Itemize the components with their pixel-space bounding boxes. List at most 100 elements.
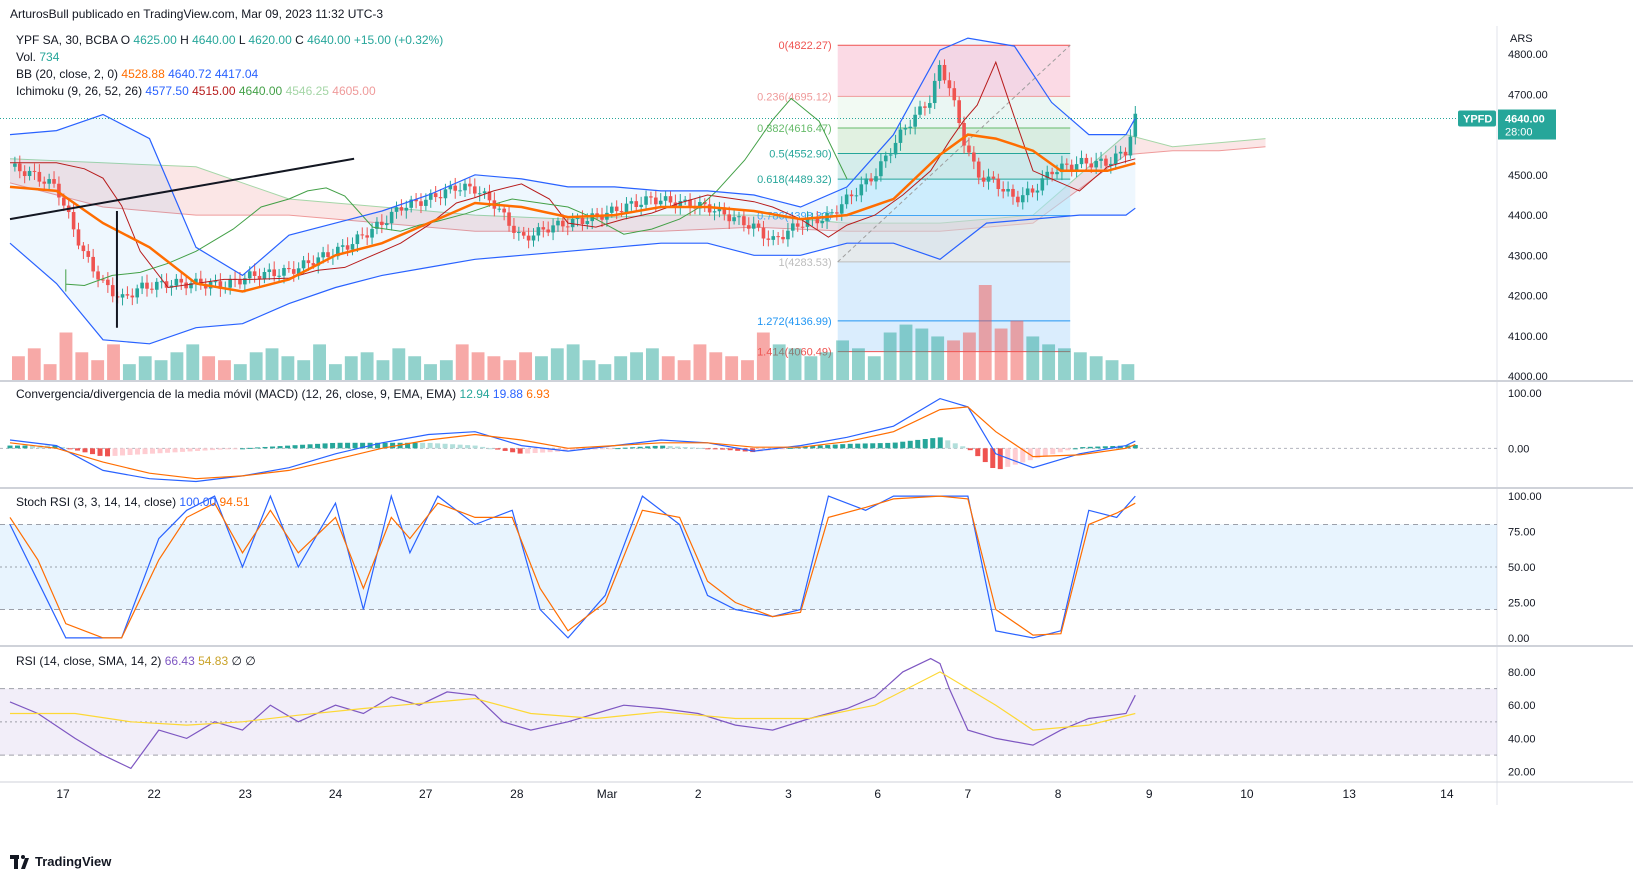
candle-body [1133, 113, 1138, 137]
candle-body [164, 281, 169, 288]
macd-pane[interactable] [0, 397, 1497, 483]
candle-body [864, 178, 869, 185]
price-axis-tick: 4300.00 [1508, 250, 1548, 262]
candle-body [1113, 153, 1118, 164]
candle-body [96, 271, 100, 280]
macd-histogram-bar [1095, 446, 1101, 449]
bollinger-basis [9, 133, 1136, 293]
macd-histogram-bar [570, 448, 576, 451]
ichimoku-kijun [10, 60, 1136, 289]
candle-body [345, 245, 350, 250]
candle-body [859, 184, 864, 196]
macd-histogram-bar [97, 448, 103, 456]
macd-histogram-bar [900, 441, 906, 449]
legend-symbol-part: +15.00 (+0.32%) [354, 33, 443, 47]
volume-bar [138, 356, 152, 380]
candle-body [614, 206, 619, 212]
time-axis-tick: 22 [147, 787, 161, 801]
legend-macd[interactable]: Convergencia/divergencia de la media móv… [16, 387, 550, 401]
legend-rsi[interactable]: RSI (14, close, SMA, 14, 2) 66.43 54.83 … [16, 654, 256, 668]
macd-histogram-bar [1020, 448, 1026, 463]
candle-body [375, 221, 379, 229]
volume-bar [360, 352, 374, 380]
chart-canvas[interactable]: 0(4822.27) 0.236(4695.12) 0.382(4616.47) 0.… [0, 0, 1633, 849]
candle-body [438, 197, 443, 199]
legend-symbol[interactable]: YPF SA, 30, BCBA O 4625.00 H 4640.00 L 4… [16, 33, 443, 47]
volume-bar [408, 356, 422, 380]
candle-body [932, 80, 937, 104]
candle-body [1050, 171, 1054, 175]
candle-body [746, 225, 751, 229]
volume-bar [867, 356, 881, 380]
volume-bar [630, 352, 643, 380]
candle-body [428, 193, 433, 200]
macd-histogram-bar [840, 444, 846, 449]
macd-histogram-bar [1072, 448, 1078, 450]
volume-bar [233, 364, 247, 380]
publication-text: ArturosBull publicado en TradingView.com… [10, 7, 384, 21]
macd-histogram-bar [855, 443, 861, 449]
symbol-badge[interactable] [1458, 110, 1496, 127]
candle-body [17, 163, 22, 172]
candle-body [257, 275, 262, 280]
legend-bollinger[interactable]: BB (20, close, 2, 0) 4528.88 4640.72 441… [16, 67, 259, 81]
candle-body [556, 220, 560, 226]
macd-histogram-bar [607, 448, 613, 450]
legend-ichimoku[interactable]: Ichimoku (9, 26, 52, 26) 4577.50 4515.00… [16, 84, 376, 98]
candle-body [218, 281, 223, 289]
volume-bar [107, 344, 120, 380]
fib-zone [837, 261, 1071, 321]
macd-histogram-bar [52, 445, 58, 449]
macd-histogram-bar [780, 448, 786, 450]
volume-bar [1042, 344, 1056, 380]
legend-volume[interactable]: Vol. 734 [16, 50, 60, 64]
volume-bar [725, 356, 739, 380]
candle-body [453, 185, 458, 191]
price-axis-tick: 4100.00 [1508, 331, 1548, 343]
price-pane[interactable]: 0(4822.27) 0.236(4695.12) 0.382(4616.47) 0.… [0, 37, 1497, 380]
candle-body [154, 281, 159, 290]
macd-histogram-bar [435, 443, 441, 449]
time-axis-tick: 24 [329, 787, 343, 801]
candle-body [991, 176, 996, 179]
price-axis-tick: 4800.00 [1508, 49, 1548, 61]
macd-histogram-bar [382, 442, 388, 449]
macd-histogram-bar [135, 448, 141, 455]
macd-histogram-bar [67, 448, 73, 450]
candle-body [761, 227, 766, 239]
legend-ichimoku-part: 4605.00 [332, 84, 376, 98]
candle-body [502, 208, 506, 213]
candle-body [986, 176, 991, 182]
candle-body [526, 235, 531, 241]
stoch-rsi-pane[interactable] [0, 493, 1497, 639]
macd-histogram-bar [592, 448, 598, 450]
tradingview-brand: TradingView [35, 854, 112, 869]
volume-bar [693, 344, 707, 380]
time-axis-tick: 28 [510, 787, 524, 801]
macd-histogram-bar [142, 448, 148, 455]
candle-body [301, 260, 306, 269]
macd-histogram-bar [847, 443, 853, 449]
candle-body [702, 202, 707, 205]
macd-histogram-bar [1087, 446, 1093, 449]
macd-histogram-bar [952, 443, 958, 449]
drawn-trendline[interactable] [9, 157, 355, 221]
candle-body [497, 208, 502, 210]
volume-bar [741, 360, 754, 380]
macd-histogram-bar [1042, 448, 1048, 457]
macd-histogram-bar [487, 448, 493, 450]
candle-body [649, 196, 653, 198]
stoch-d-line [9, 495, 1136, 639]
macd-histogram-bar [622, 447, 628, 449]
candle-body [742, 216, 746, 226]
candle-body [844, 194, 849, 205]
tradingview-logo[interactable]: TradingView [10, 854, 111, 869]
candle-body [213, 281, 218, 283]
candle-body [1020, 195, 1025, 203]
volume-bar [836, 340, 850, 380]
legend-ichimoku-part: 4546.25 [286, 84, 333, 98]
legend-stoch-rsi[interactable]: Stoch RSI (3, 3, 14, 14, close) 100.00 9… [16, 495, 250, 509]
macd-histogram-bar [735, 448, 741, 451]
volume-bar [756, 332, 770, 380]
rsi-pane[interactable] [0, 657, 1497, 770]
